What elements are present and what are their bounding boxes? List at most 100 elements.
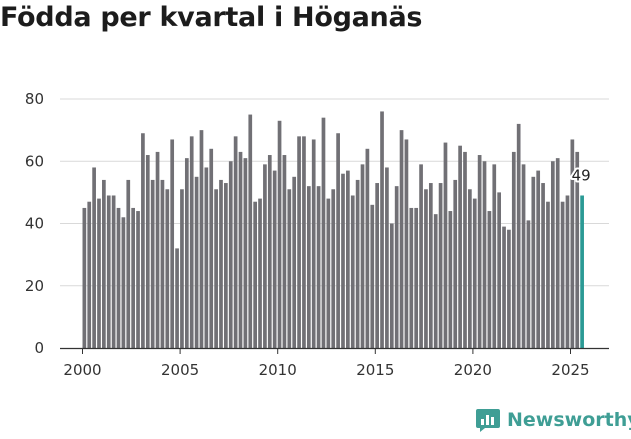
- bar: [463, 151, 467, 348]
- bar: [492, 164, 497, 348]
- bars: [82, 111, 584, 349]
- bar: [331, 189, 336, 348]
- bar: [116, 207, 121, 348]
- bar: [165, 189, 170, 348]
- y-tick-label: 40: [25, 215, 44, 233]
- bar: [346, 170, 350, 348]
- bar: [199, 130, 204, 349]
- bar: [482, 161, 487, 348]
- bar: [404, 139, 409, 348]
- axes: 0 20 40 60 80 2000 2005 2010 2015 2020 2025: [25, 90, 609, 379]
- bar: [409, 207, 414, 348]
- bar: [243, 158, 248, 348]
- x-tick-label: 2010: [259, 361, 297, 379]
- bar: [424, 189, 428, 348]
- x-tick-label: 2005: [161, 361, 199, 379]
- y-tick-label: 60: [25, 152, 44, 170]
- bar: [350, 195, 355, 348]
- bar: [277, 120, 282, 348]
- bar: [292, 176, 297, 348]
- bar: [550, 161, 555, 348]
- bar: [204, 167, 209, 348]
- bar: [443, 142, 448, 348]
- bar: [389, 223, 394, 348]
- bar: [189, 136, 194, 348]
- bar: [541, 183, 545, 348]
- bar: [233, 136, 238, 348]
- bar: [487, 211, 492, 348]
- bar: [150, 179, 155, 348]
- bar: [472, 198, 477, 348]
- bar: [282, 155, 287, 348]
- bar: [145, 155, 150, 348]
- bar: [428, 183, 433, 348]
- bar: [267, 155, 272, 348]
- bar: [575, 151, 580, 348]
- bar: [468, 189, 472, 348]
- bar: [238, 151, 243, 348]
- bar: [565, 195, 570, 348]
- bar: [526, 220, 531, 348]
- bar: [546, 201, 550, 348]
- bar: [365, 148, 370, 348]
- bar: [92, 167, 96, 348]
- bar: [531, 176, 536, 348]
- bar: [570, 139, 575, 348]
- bar: [111, 195, 116, 348]
- bar: [497, 192, 501, 349]
- bar: [355, 179, 360, 348]
- latest-value-label: 49: [572, 166, 591, 184]
- bar: [419, 164, 423, 348]
- bar: [507, 229, 511, 348]
- bar: [336, 133, 340, 348]
- bar: [414, 207, 419, 348]
- bar: [228, 161, 233, 348]
- bar: [560, 201, 565, 348]
- chart-title: Födda per kvartal i Höganäs: [0, 2, 423, 33]
- bar: [375, 183, 379, 348]
- bar: [121, 217, 126, 348]
- bar: [184, 158, 189, 348]
- bar: [511, 151, 516, 348]
- bar: [394, 186, 399, 348]
- bar: [97, 198, 101, 348]
- bar: [321, 117, 326, 348]
- bar: [209, 148, 214, 348]
- bar: [433, 214, 438, 348]
- bar: [102, 179, 106, 348]
- bar: [248, 114, 253, 348]
- bar: [516, 123, 521, 349]
- x-tick-label: 2020: [454, 361, 492, 379]
- bar: [253, 201, 257, 348]
- bar: [521, 164, 526, 348]
- bar: [170, 139, 175, 348]
- bar: [82, 207, 87, 348]
- y-tick-label: 0: [34, 339, 44, 357]
- bar: [385, 167, 389, 348]
- bar: [458, 145, 462, 348]
- bar: [131, 207, 135, 348]
- bar: [175, 248, 179, 348]
- bar: [287, 189, 292, 348]
- bar: [306, 186, 311, 348]
- latest-value-halo: 49: [572, 166, 591, 184]
- bar: [316, 186, 321, 348]
- bar: [341, 173, 345, 348]
- bar: [155, 151, 160, 348]
- bar: [180, 189, 184, 348]
- bar: [214, 189, 218, 348]
- y-tick-label: 20: [25, 277, 44, 295]
- bar: [311, 139, 316, 348]
- bar: [263, 164, 267, 348]
- bar: [136, 211, 140, 348]
- bar: [453, 179, 458, 348]
- bar: [326, 198, 331, 348]
- bar: [370, 204, 375, 348]
- bar: [536, 170, 541, 348]
- bar: [399, 130, 404, 349]
- bar: [438, 183, 443, 348]
- bar: [502, 226, 506, 348]
- x-tick-label: 2015: [356, 361, 394, 379]
